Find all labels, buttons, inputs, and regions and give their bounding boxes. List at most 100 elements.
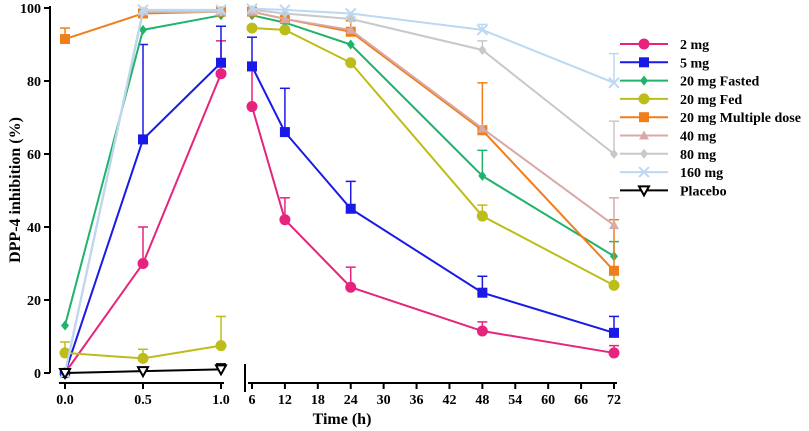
legend-marker <box>639 130 649 140</box>
data-point <box>247 61 257 72</box>
legend-item: Placebo <box>620 184 727 199</box>
series-40-mg <box>60 6 619 377</box>
x-tick-label: 30 <box>377 393 391 408</box>
series-5-mg <box>60 25 619 378</box>
x-tick-label: 66 <box>574 393 588 408</box>
data-point <box>137 4 149 16</box>
x-tick-label: 72 <box>607 393 621 408</box>
legend-item: 20 mg Multiple dose <box>620 111 801 126</box>
data-point <box>477 123 488 133</box>
y-tick-label: 0 <box>34 367 41 382</box>
data-point <box>137 258 149 269</box>
data-point <box>345 203 356 214</box>
legend-label: 80 mg <box>680 148 716 163</box>
x-tick-label: 0.5 <box>134 393 152 408</box>
data-point <box>246 22 258 34</box>
x-tick-label: 48 <box>475 393 489 408</box>
series-layer <box>58 3 620 381</box>
data-point <box>279 214 291 226</box>
legend-label: Placebo <box>680 184 727 199</box>
legend-marker <box>637 185 651 198</box>
series-line <box>251 65 615 334</box>
data-point <box>608 279 620 291</box>
data-point <box>608 347 620 359</box>
data-point <box>279 4 291 16</box>
marker-x-stroke <box>215 4 227 16</box>
data-point <box>216 57 226 68</box>
data-point <box>477 287 488 298</box>
data-point <box>136 366 150 379</box>
legend-label: 20 mg Fed <box>680 93 742 108</box>
series-line <box>251 10 615 272</box>
y-tick-label: 100 <box>20 2 41 17</box>
series-line <box>251 10 615 226</box>
x-tick-label: 1.0 <box>212 393 230 408</box>
data-point <box>476 325 488 337</box>
x-tick-label: 24 <box>344 393 358 408</box>
data-point <box>137 352 149 364</box>
data-point <box>246 3 258 15</box>
legend-label: 2 mg <box>680 38 709 53</box>
data-point <box>345 281 357 293</box>
legend-marker <box>638 166 650 178</box>
marker-x-stroke <box>345 7 357 20</box>
data-point <box>215 340 227 352</box>
legend-marker <box>638 93 650 105</box>
x-tick-label: 42 <box>442 393 456 408</box>
legend-marker <box>640 148 648 159</box>
x-axis-title: Time (h) <box>313 411 372 428</box>
data-point <box>608 77 620 89</box>
y-tick-label: 40 <box>27 221 41 236</box>
axes: 0 20 40 60 80 100 0.0 0.5 1.0 6 12 18 24 30 36 42 48 54 60… <box>20 2 621 408</box>
data-point <box>346 39 355 50</box>
legend-label: 5 mg <box>680 56 709 71</box>
series-line <box>251 8 615 155</box>
legend-item: 20 mg Fasted <box>620 75 760 90</box>
x-tick-label: 0.0 <box>56 393 74 408</box>
x-tick-label: 54 <box>508 393 522 408</box>
series-20-mg-fed <box>59 22 620 364</box>
x-tick-label: 6 <box>249 393 256 408</box>
data-point <box>58 368 72 381</box>
data-point <box>478 170 487 181</box>
marker-x-stroke <box>137 4 149 16</box>
x-tick-label: 60 <box>541 393 555 408</box>
data-point <box>60 34 70 45</box>
marker-x-stroke <box>476 24 489 36</box>
legend-item: 80 mg <box>620 148 716 163</box>
data-point <box>139 24 147 35</box>
legend-label: 40 mg <box>680 130 716 145</box>
legend-marker <box>639 112 649 123</box>
legend-item: 2 mg <box>620 38 709 53</box>
series-160-mg <box>59 3 620 379</box>
data-point <box>478 44 487 55</box>
y-tick-label: 60 <box>27 148 41 163</box>
data-point <box>476 24 489 36</box>
data-point <box>217 6 225 17</box>
data-point <box>279 24 291 36</box>
data-point <box>61 320 69 331</box>
data-point <box>215 68 227 80</box>
data-point <box>345 7 357 20</box>
legend-item: 20 mg Fed <box>620 93 742 108</box>
data-point <box>215 4 227 16</box>
legend-marker <box>640 75 648 86</box>
marker-x-stroke <box>246 3 258 15</box>
series-placebo <box>58 363 228 381</box>
x-tick-label: 12 <box>278 393 292 408</box>
marker-x-stroke <box>638 166 650 178</box>
data-point <box>345 24 356 34</box>
x-tick-label: 36 <box>410 393 424 408</box>
series-80-mg <box>61 4 619 378</box>
legend-item: 40 mg <box>620 130 716 145</box>
y-axis-title: DPP-4 inhibition (%) <box>7 117 24 263</box>
data-point <box>345 57 357 69</box>
data-point <box>610 149 618 159</box>
x-tick-label: 18 <box>311 393 325 408</box>
data-point <box>246 101 258 113</box>
data-point <box>214 364 228 377</box>
legend-label: 160 mg <box>680 166 723 181</box>
legend-label: 20 mg Fasted <box>680 75 760 90</box>
data-point <box>609 327 619 338</box>
